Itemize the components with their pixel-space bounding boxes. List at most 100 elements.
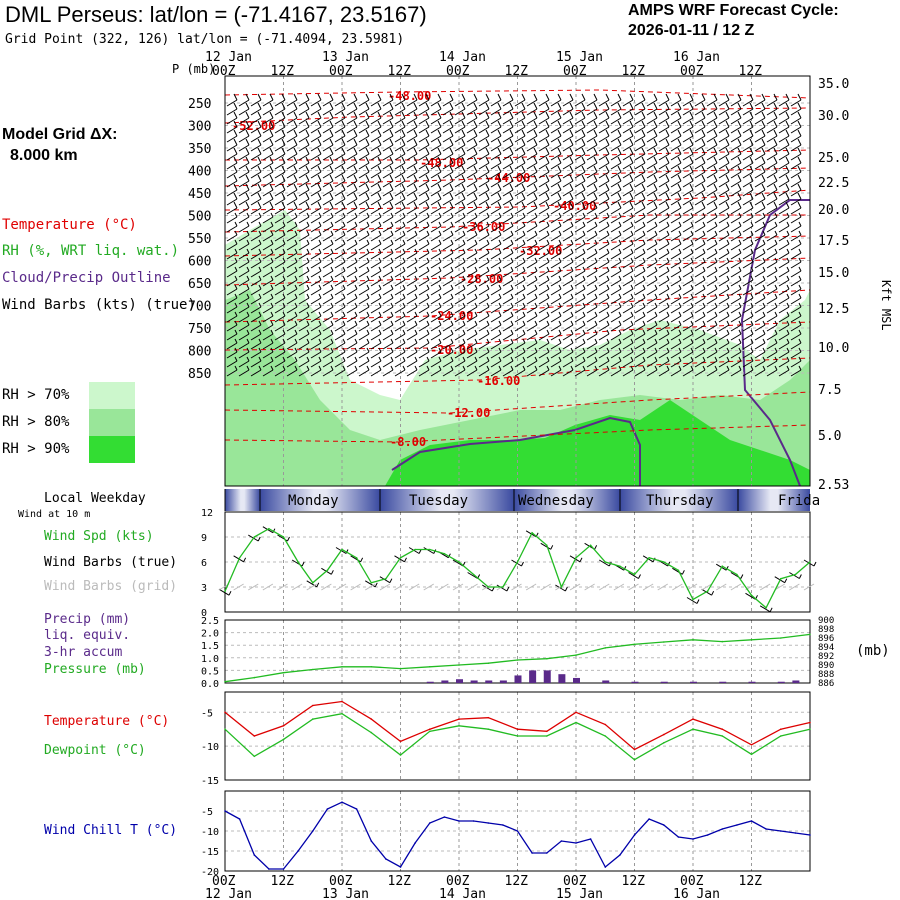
precip-bar	[456, 679, 463, 683]
pressure-level-label: 750	[188, 322, 211, 337]
wind-barb	[418, 356, 430, 368]
wind-barb	[502, 311, 514, 323]
panel-frame-windchill	[224, 790, 811, 872]
wind-barb	[790, 257, 802, 269]
wind-barb	[598, 120, 610, 134]
wind-barb	[526, 183, 538, 197]
wind-barb	[538, 338, 550, 350]
wind-barb	[382, 221, 394, 233]
wind-barb	[682, 284, 694, 296]
wind-barb	[562, 212, 574, 224]
wind-barb	[574, 329, 586, 341]
pressure-line-point	[692, 639, 694, 641]
wind-barb	[598, 338, 610, 350]
wind-barb	[238, 102, 250, 116]
wind-barb	[694, 302, 706, 314]
wind-barb	[778, 365, 790, 377]
wind-barb	[226, 138, 238, 152]
top-date-label: 14 Jan	[439, 50, 486, 65]
wind-barb	[622, 111, 634, 125]
wind-barb	[406, 147, 418, 161]
wind-barb	[238, 338, 250, 350]
pressure-line-point	[282, 671, 285, 674]
wind-barb	[538, 138, 550, 152]
wind-barb	[406, 192, 418, 206]
wind-barb	[742, 284, 754, 296]
wind-barb	[634, 212, 646, 224]
wind-barb	[586, 129, 598, 143]
wind-barb	[310, 102, 322, 116]
wind-barb	[730, 201, 742, 215]
wind-speed-line-point	[575, 557, 577, 559]
wind-barb	[646, 320, 658, 332]
weekday-band	[620, 489, 738, 511]
weekday-label: Frida	[778, 493, 820, 509]
wind-barb	[490, 266, 502, 278]
wind-barb	[550, 147, 562, 161]
wind-barb	[490, 212, 502, 224]
temperature-line-point	[429, 728, 431, 730]
wind-barb	[754, 239, 766, 251]
wind-barb	[322, 257, 334, 269]
wind-barb	[490, 201, 502, 215]
wind-barb	[586, 293, 598, 305]
wind-barb	[670, 275, 682, 287]
bottom-tick-label: 12Z	[739, 874, 763, 889]
wind-barb	[598, 147, 610, 161]
wind-barb	[706, 329, 718, 341]
wind-barb	[538, 102, 550, 116]
wind-barb	[694, 221, 706, 233]
wind-barb	[238, 129, 250, 143]
wind-barb	[694, 320, 706, 332]
wind-barb	[754, 174, 766, 188]
wind-barb	[466, 230, 478, 242]
wind-barb	[466, 239, 478, 251]
wind-chill-line-point	[253, 854, 256, 856]
wind-barb	[670, 320, 682, 332]
wind-barb	[478, 275, 490, 287]
wind-barb	[778, 302, 790, 314]
wind-barb	[790, 111, 802, 125]
wind-barb	[610, 156, 622, 170]
wind-barb	[598, 356, 610, 368]
wind-barb	[706, 266, 718, 278]
wind-speed-line	[224, 527, 811, 609]
wind-barb	[550, 311, 562, 323]
wind-barb	[502, 192, 514, 206]
wind-barb	[250, 302, 262, 314]
wind-barb	[490, 120, 502, 134]
wind-barb	[322, 338, 334, 350]
wind-barb-true	[555, 584, 568, 592]
dewpoint-line-point	[253, 755, 256, 758]
wind-barb	[322, 248, 334, 260]
wind-barb	[682, 239, 694, 251]
wind-barb	[730, 120, 742, 134]
wind-barb	[658, 338, 670, 350]
precip-bar	[690, 681, 697, 683]
wind-barb	[766, 320, 778, 332]
wind-barb	[586, 248, 598, 260]
wind-barb	[466, 111, 478, 125]
wind-barb	[250, 248, 262, 260]
wind-barb	[286, 257, 298, 269]
wind-barb	[466, 293, 478, 305]
top-date-label: 15 Jan	[556, 50, 603, 65]
wind-barb	[442, 174, 454, 188]
wind-barb	[670, 329, 682, 341]
wind-barb	[238, 302, 250, 314]
wind-barb	[346, 156, 358, 170]
wind-barb	[334, 266, 346, 278]
wind-barb	[514, 174, 526, 188]
bottom-tick-label: 00Z	[446, 874, 470, 889]
wind-barb	[670, 165, 682, 179]
wind-barb	[778, 221, 790, 233]
wind-barb	[502, 201, 514, 215]
wind-barb	[418, 192, 430, 206]
legend-precip: Precip (mm)	[44, 612, 131, 627]
wind-chill-line-point	[560, 840, 563, 842]
wind-barb	[730, 239, 742, 251]
temp-contour-label: -36.00	[462, 220, 505, 234]
wind-barb	[430, 347, 442, 359]
temp-contour	[224, 167, 811, 187]
wind-barb	[766, 275, 778, 287]
